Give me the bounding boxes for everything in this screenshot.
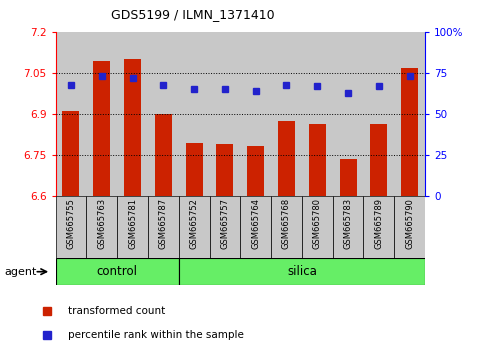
Text: GSM665768: GSM665768 bbox=[282, 198, 291, 250]
Bar bbox=[117, 32, 148, 196]
Bar bbox=[210, 196, 240, 258]
Bar bbox=[247, 146, 264, 196]
Bar bbox=[155, 114, 172, 196]
Bar bbox=[271, 32, 302, 196]
Bar bbox=[56, 196, 86, 258]
Text: percentile rank within the sample: percentile rank within the sample bbox=[69, 330, 244, 340]
Text: GSM665757: GSM665757 bbox=[220, 198, 229, 249]
Text: GSM665763: GSM665763 bbox=[97, 198, 106, 250]
Bar bbox=[394, 196, 425, 258]
Bar bbox=[340, 159, 356, 196]
Bar bbox=[302, 32, 333, 196]
Text: GSM665789: GSM665789 bbox=[374, 198, 384, 249]
Bar bbox=[56, 258, 179, 285]
Bar bbox=[124, 59, 141, 196]
Bar bbox=[216, 144, 233, 196]
Bar bbox=[179, 258, 425, 285]
Bar bbox=[210, 32, 240, 196]
Bar bbox=[401, 68, 418, 196]
Bar bbox=[271, 196, 302, 258]
Bar bbox=[240, 32, 271, 196]
Text: GSM665787: GSM665787 bbox=[159, 198, 168, 250]
Text: control: control bbox=[97, 265, 138, 278]
Bar bbox=[185, 143, 202, 196]
Bar bbox=[364, 32, 394, 196]
Bar bbox=[333, 32, 364, 196]
Bar bbox=[117, 196, 148, 258]
Text: agent: agent bbox=[4, 267, 37, 277]
Text: GSM665781: GSM665781 bbox=[128, 198, 137, 249]
Bar bbox=[56, 32, 86, 196]
Bar bbox=[93, 61, 110, 196]
Text: GDS5199 / ILMN_1371410: GDS5199 / ILMN_1371410 bbox=[111, 8, 275, 21]
Text: GSM665764: GSM665764 bbox=[251, 198, 260, 249]
Text: GSM665780: GSM665780 bbox=[313, 198, 322, 249]
Bar bbox=[309, 124, 326, 196]
Bar bbox=[62, 112, 79, 196]
Bar bbox=[179, 196, 210, 258]
Bar bbox=[364, 196, 394, 258]
Bar bbox=[302, 196, 333, 258]
Bar bbox=[86, 32, 117, 196]
Bar bbox=[148, 196, 179, 258]
Text: GSM665755: GSM665755 bbox=[67, 198, 75, 249]
Bar bbox=[179, 32, 210, 196]
Bar bbox=[278, 121, 295, 196]
Bar bbox=[333, 196, 364, 258]
Bar bbox=[148, 32, 179, 196]
Text: transformed count: transformed count bbox=[69, 306, 166, 316]
Text: GSM665783: GSM665783 bbox=[343, 198, 353, 250]
Text: GSM665790: GSM665790 bbox=[405, 198, 414, 249]
Text: silica: silica bbox=[287, 265, 317, 278]
Bar bbox=[86, 196, 117, 258]
Bar bbox=[394, 32, 425, 196]
Bar bbox=[370, 124, 387, 196]
Bar bbox=[240, 196, 271, 258]
Text: GSM665752: GSM665752 bbox=[190, 198, 199, 249]
